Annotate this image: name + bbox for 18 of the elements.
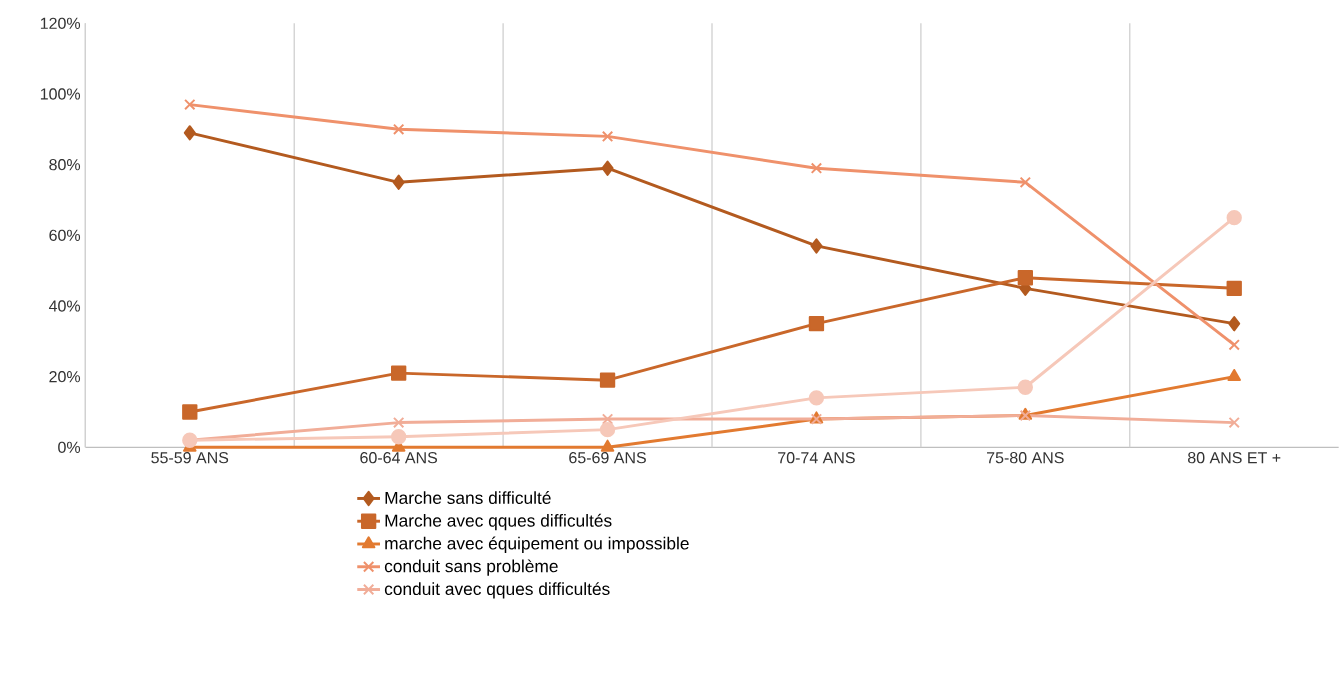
y-tick-label: 100% (40, 88, 81, 100)
legend-label: marche avec équipement ou impossible (385, 536, 689, 553)
legend-label: Marche sans difficulté (385, 491, 551, 505)
x-tick-label: 80 ANS ET + (1188, 452, 1281, 464)
legend-label: conduit avec qques difficultés (384, 582, 610, 599)
x-tick-label: 75-80 ANS (987, 452, 1064, 464)
legend-label: Marche avec qques difficultés (385, 513, 612, 531)
y-tick-label: 120% (40, 17, 81, 29)
y-tick-label: 80% (49, 159, 81, 171)
x-tick-label: 65-69 ANS (569, 452, 646, 464)
x-tick-label: 60-64 ANS (360, 452, 438, 464)
y-tick-label: 0% (58, 441, 81, 453)
y-tick-label: 60% (49, 229, 81, 241)
x-tick-label: 55-59 ANS (151, 452, 229, 464)
y-tick-label: 40% (48, 300, 81, 312)
x-tick-label: 70-74 ANS (778, 452, 855, 464)
y-tick-label: 20% (49, 371, 81, 383)
legend-label: conduit sans problème (384, 559, 558, 576)
